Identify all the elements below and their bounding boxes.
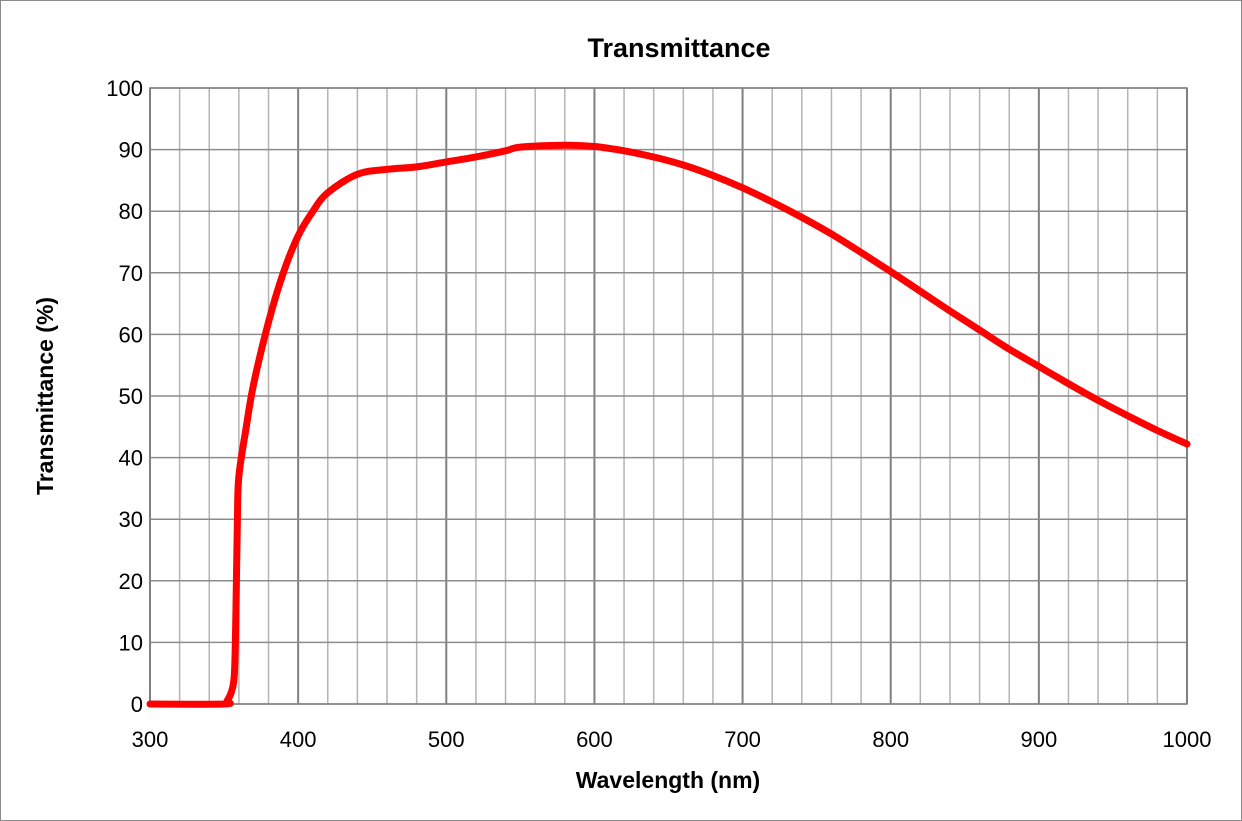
x-tick-label: 900 <box>1020 727 1057 752</box>
x-tick-label: 600 <box>576 727 613 752</box>
x-tick-label: 300 <box>132 727 169 752</box>
x-tick-labels: 300 400 500 600 700 800 900 1000 <box>132 727 1212 752</box>
y-tick-label: 0 <box>131 692 143 717</box>
y-tick-label: 40 <box>119 446 143 471</box>
y-tick-label: 50 <box>119 384 143 409</box>
y-tick-label: 80 <box>119 199 143 224</box>
x-tick-label: 500 <box>428 727 465 752</box>
y-axis-label: Transmittance (%) <box>32 297 58 495</box>
y-tick-label: 20 <box>119 569 143 594</box>
y-tick-label: 90 <box>119 138 143 163</box>
y-tick-label: 70 <box>119 261 143 286</box>
y-tick-label: 10 <box>119 630 143 655</box>
x-tick-label: 700 <box>724 727 761 752</box>
x-axis-label: Wavelength (nm) <box>576 767 760 793</box>
x-tick-label: 1000 <box>1163 727 1212 752</box>
x-tick-label: 400 <box>280 727 317 752</box>
y-tick-label: 60 <box>119 322 143 347</box>
y-tick-label: 30 <box>119 507 143 532</box>
x-tick-label: 800 <box>872 727 909 752</box>
y-tick-label: 100 <box>106 76 143 101</box>
y-tick-labels: 0 10 20 30 40 50 60 70 80 90 100 <box>106 76 143 717</box>
chart-title: Transmittance <box>587 33 770 63</box>
grid <box>149 87 1188 705</box>
plot-area-border <box>149 87 1188 705</box>
series-line <box>146 141 1191 708</box>
